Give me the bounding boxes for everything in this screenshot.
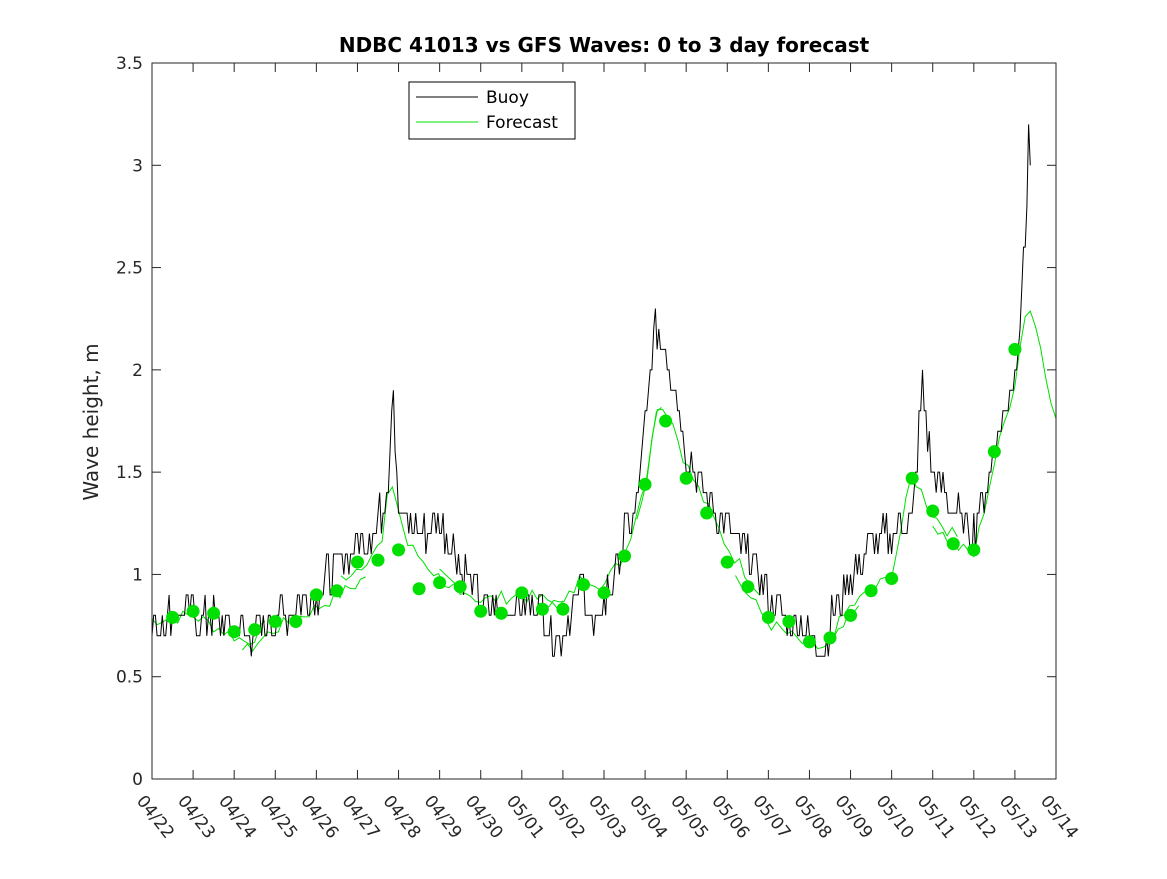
forecast-point	[885, 572, 899, 586]
buoy-line	[151, 124, 1031, 657]
x-tick-label: 05/13	[995, 792, 1041, 843]
axes-box	[151, 62, 1057, 780]
forecast-point	[248, 623, 262, 637]
x-tick-label: 05/14	[1036, 792, 1082, 843]
x-tick-label: 04/22	[132, 792, 178, 843]
forecast-point	[926, 504, 940, 518]
y-tick-label: 0.5	[116, 668, 143, 688]
forecast-point	[844, 608, 858, 622]
forecast-point	[679, 471, 693, 485]
forecast-point	[987, 445, 1001, 459]
forecast-point	[761, 610, 775, 624]
forecast-point	[166, 610, 180, 624]
forecast-point	[412, 582, 426, 596]
forecast-point	[186, 604, 200, 618]
forecast-point	[720, 555, 734, 569]
x-tick-label: 05/12	[954, 792, 1000, 843]
forecast-point	[1008, 342, 1022, 356]
legend-box	[408, 81, 576, 140]
x-tick-label: 04/26	[296, 792, 342, 843]
forecast-point	[556, 602, 570, 616]
x-tick-label: 04/27	[338, 792, 384, 843]
x-tick-label: 05/04	[625, 792, 671, 843]
forecast-point	[515, 586, 529, 600]
forecast-point	[289, 614, 303, 628]
x-tick-label: 05/08	[790, 792, 836, 843]
forecast-point	[802, 635, 816, 649]
forecast-line	[833, 474, 958, 638]
legend-forecast-label: Forecast	[486, 113, 558, 133]
forecast-point	[207, 606, 221, 620]
x-tick-label: 04/29	[420, 792, 466, 843]
y-axis-label: Wave height, m	[79, 343, 103, 500]
x-tick-label: 04/30	[461, 792, 507, 843]
y-tick-label: 1.5	[116, 463, 143, 483]
x-tick-label: 05/06	[707, 792, 753, 843]
forecast-point	[638, 477, 652, 491]
x-tick-label: 05/01	[502, 792, 548, 843]
y-tick-label: 2.5	[116, 259, 143, 279]
forecast-point	[268, 614, 282, 628]
forecast-point	[946, 537, 960, 551]
x-tick-label: 05/07	[748, 792, 794, 843]
legend-buoy-label: Buoy	[486, 88, 529, 108]
x-tick-label: 04/24	[214, 792, 260, 843]
x-tick-label: 05/02	[543, 792, 589, 843]
x-tick-label: 05/10	[872, 792, 918, 843]
forecast-point	[350, 555, 364, 569]
forecast-point	[309, 588, 323, 602]
forecast-point	[967, 543, 981, 557]
forecast-point	[494, 606, 508, 620]
forecast-line	[242, 576, 366, 652]
forecast-point	[741, 580, 755, 594]
x-tick-label: 05/03	[584, 792, 630, 843]
forecast-point	[618, 549, 632, 563]
forecast-point	[864, 584, 878, 598]
x-tick-label: 05/11	[913, 792, 959, 843]
forecast-point	[700, 506, 714, 520]
x-tick-label: 04/23	[173, 792, 219, 843]
forecast-point	[453, 580, 467, 594]
forecast-line	[932, 310, 1057, 558]
plot-area	[151, 124, 1057, 657]
y-tick-label: 2	[132, 361, 143, 381]
forecast-point	[782, 614, 796, 628]
forecast-point	[535, 602, 549, 616]
forecast-point	[905, 471, 919, 485]
y-tick-label: 3	[132, 156, 143, 176]
forecast-point	[371, 553, 385, 567]
x-tick-label: 05/09	[831, 792, 877, 843]
y-tick-label: 3.5	[116, 54, 143, 74]
y-tick-label: 0	[132, 770, 143, 790]
legend: Buoy Forecast	[408, 81, 576, 140]
forecast-line	[735, 575, 860, 650]
forecast-point	[433, 576, 447, 590]
forecast-point	[576, 578, 590, 592]
forecast-point	[659, 414, 673, 428]
forecast-point	[330, 584, 344, 598]
forecast-line	[636, 408, 761, 596]
forecast-point	[597, 586, 611, 600]
x-tick-label: 04/25	[255, 792, 301, 843]
chart-title: NDBC 41013 vs GFS Waves: 0 to 3 day fore…	[339, 33, 870, 57]
forecast-point	[474, 604, 488, 618]
forecast-point	[227, 625, 241, 639]
x-tick-label: 04/28	[379, 792, 425, 843]
forecast-point	[823, 631, 837, 645]
forecast-markers	[166, 342, 1022, 649]
y-tick-label: 1	[132, 565, 143, 585]
x-tick-label: 05/05	[666, 792, 712, 843]
axes: 00.511.522.533.504/2204/2304/2404/2504/2…	[116, 54, 1082, 843]
forecast-point	[392, 543, 406, 557]
